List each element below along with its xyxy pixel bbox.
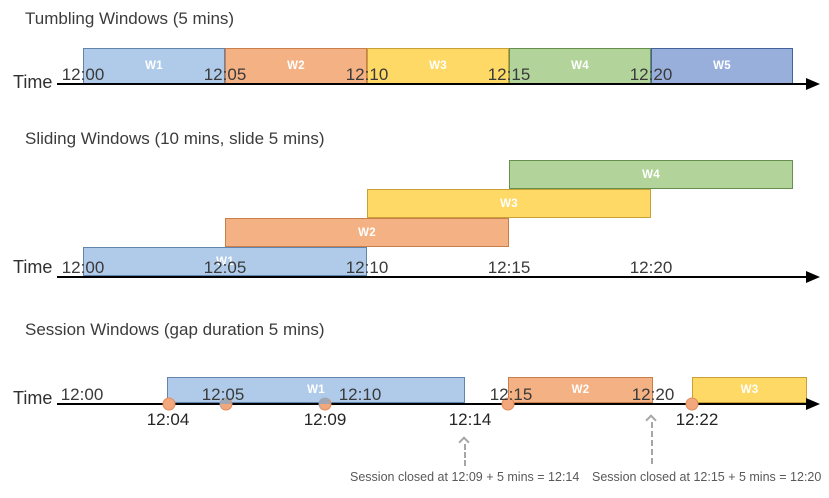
window-label: W1 (307, 384, 325, 396)
axis-arrow-icon (806, 78, 820, 90)
tick-label: 12:15 (487, 65, 531, 84)
section-title-tumbling: Tumbling Windows (5 mins) (25, 9, 235, 28)
window-label: W3 (500, 197, 518, 210)
event-dot (318, 397, 332, 411)
window-w2: W2 (225, 218, 509, 247)
time-axis (57, 83, 808, 85)
tick-label: 12:20 (629, 258, 673, 277)
tick-label: 12:05 (201, 385, 245, 404)
window-label: W5 (713, 60, 731, 72)
window-w3: W3 (692, 377, 807, 403)
section-title-sliding: Sliding Windows (10 mins, slide 5 mins) (25, 129, 325, 148)
tick-label: 12:00 (61, 258, 105, 277)
window-label: W1 (145, 60, 163, 72)
axis-arrow-icon (806, 271, 820, 283)
event-time-label: 12:09 (303, 410, 347, 429)
event-time-label: 12:22 (675, 410, 719, 429)
window-w3: W3 (367, 189, 651, 218)
tick-label: 12:10 (345, 65, 389, 84)
window-w2: W2 (508, 377, 653, 403)
section-title-session: Session Windows (gap duration 5 mins) (25, 320, 325, 339)
event-time-label: 12:04 (146, 410, 190, 429)
tick-label: 12:00 (61, 65, 105, 84)
time-axis (57, 276, 808, 278)
event-dot (219, 397, 233, 411)
tick-label: 12:10 (345, 258, 389, 277)
tick-label: 12:05 (203, 258, 247, 277)
tick-label: 12:00 (60, 385, 104, 404)
time-axis-label: Time (13, 257, 53, 277)
time-axis (57, 403, 808, 405)
event-dot (501, 397, 515, 411)
window-label: W3 (429, 60, 447, 72)
window-w4: W4 (509, 160, 793, 189)
time-axis-label: Time (13, 388, 53, 408)
up-arrow-icon (458, 436, 470, 448)
tick-label: 12:15 (489, 385, 533, 404)
axis-arrow-icon (806, 398, 820, 410)
tick-label: 12:05 (203, 65, 247, 84)
tick-label: 12:15 (487, 258, 531, 277)
callout-arrow-line (651, 422, 653, 464)
window-label: W3 (740, 384, 759, 396)
window-label: W2 (571, 384, 590, 396)
window-w1: W1 (167, 377, 465, 403)
callout-arrow-line (464, 444, 466, 466)
tick-label: 12:20 (631, 385, 675, 404)
window-w5: W5 (651, 48, 793, 84)
session-closed-annotation: Session closed at 12:15 + 5 mins = 12:20 (592, 470, 822, 484)
event-time-label: 12:14 (448, 410, 492, 429)
window-label: W2 (287, 60, 305, 72)
window-w1: W1 (83, 247, 367, 276)
window-label: W4 (642, 168, 660, 181)
window-w1: W1 (83, 48, 225, 84)
window-label: W1 (216, 255, 234, 268)
event-dot (685, 397, 699, 411)
session-closed-annotation: Session closed at 12:09 + 5 mins = 12:14 (350, 470, 580, 484)
tick-label: 12:10 (338, 385, 382, 404)
window-label: W2 (358, 226, 376, 239)
window-w3: W3 (367, 48, 509, 84)
time-axis-label: Time (13, 72, 53, 92)
window-w4: W4 (509, 48, 651, 84)
up-arrow-icon (645, 414, 657, 426)
tick-label: 12:20 (629, 65, 673, 84)
window-label: W4 (571, 60, 589, 72)
event-dot (162, 397, 176, 411)
